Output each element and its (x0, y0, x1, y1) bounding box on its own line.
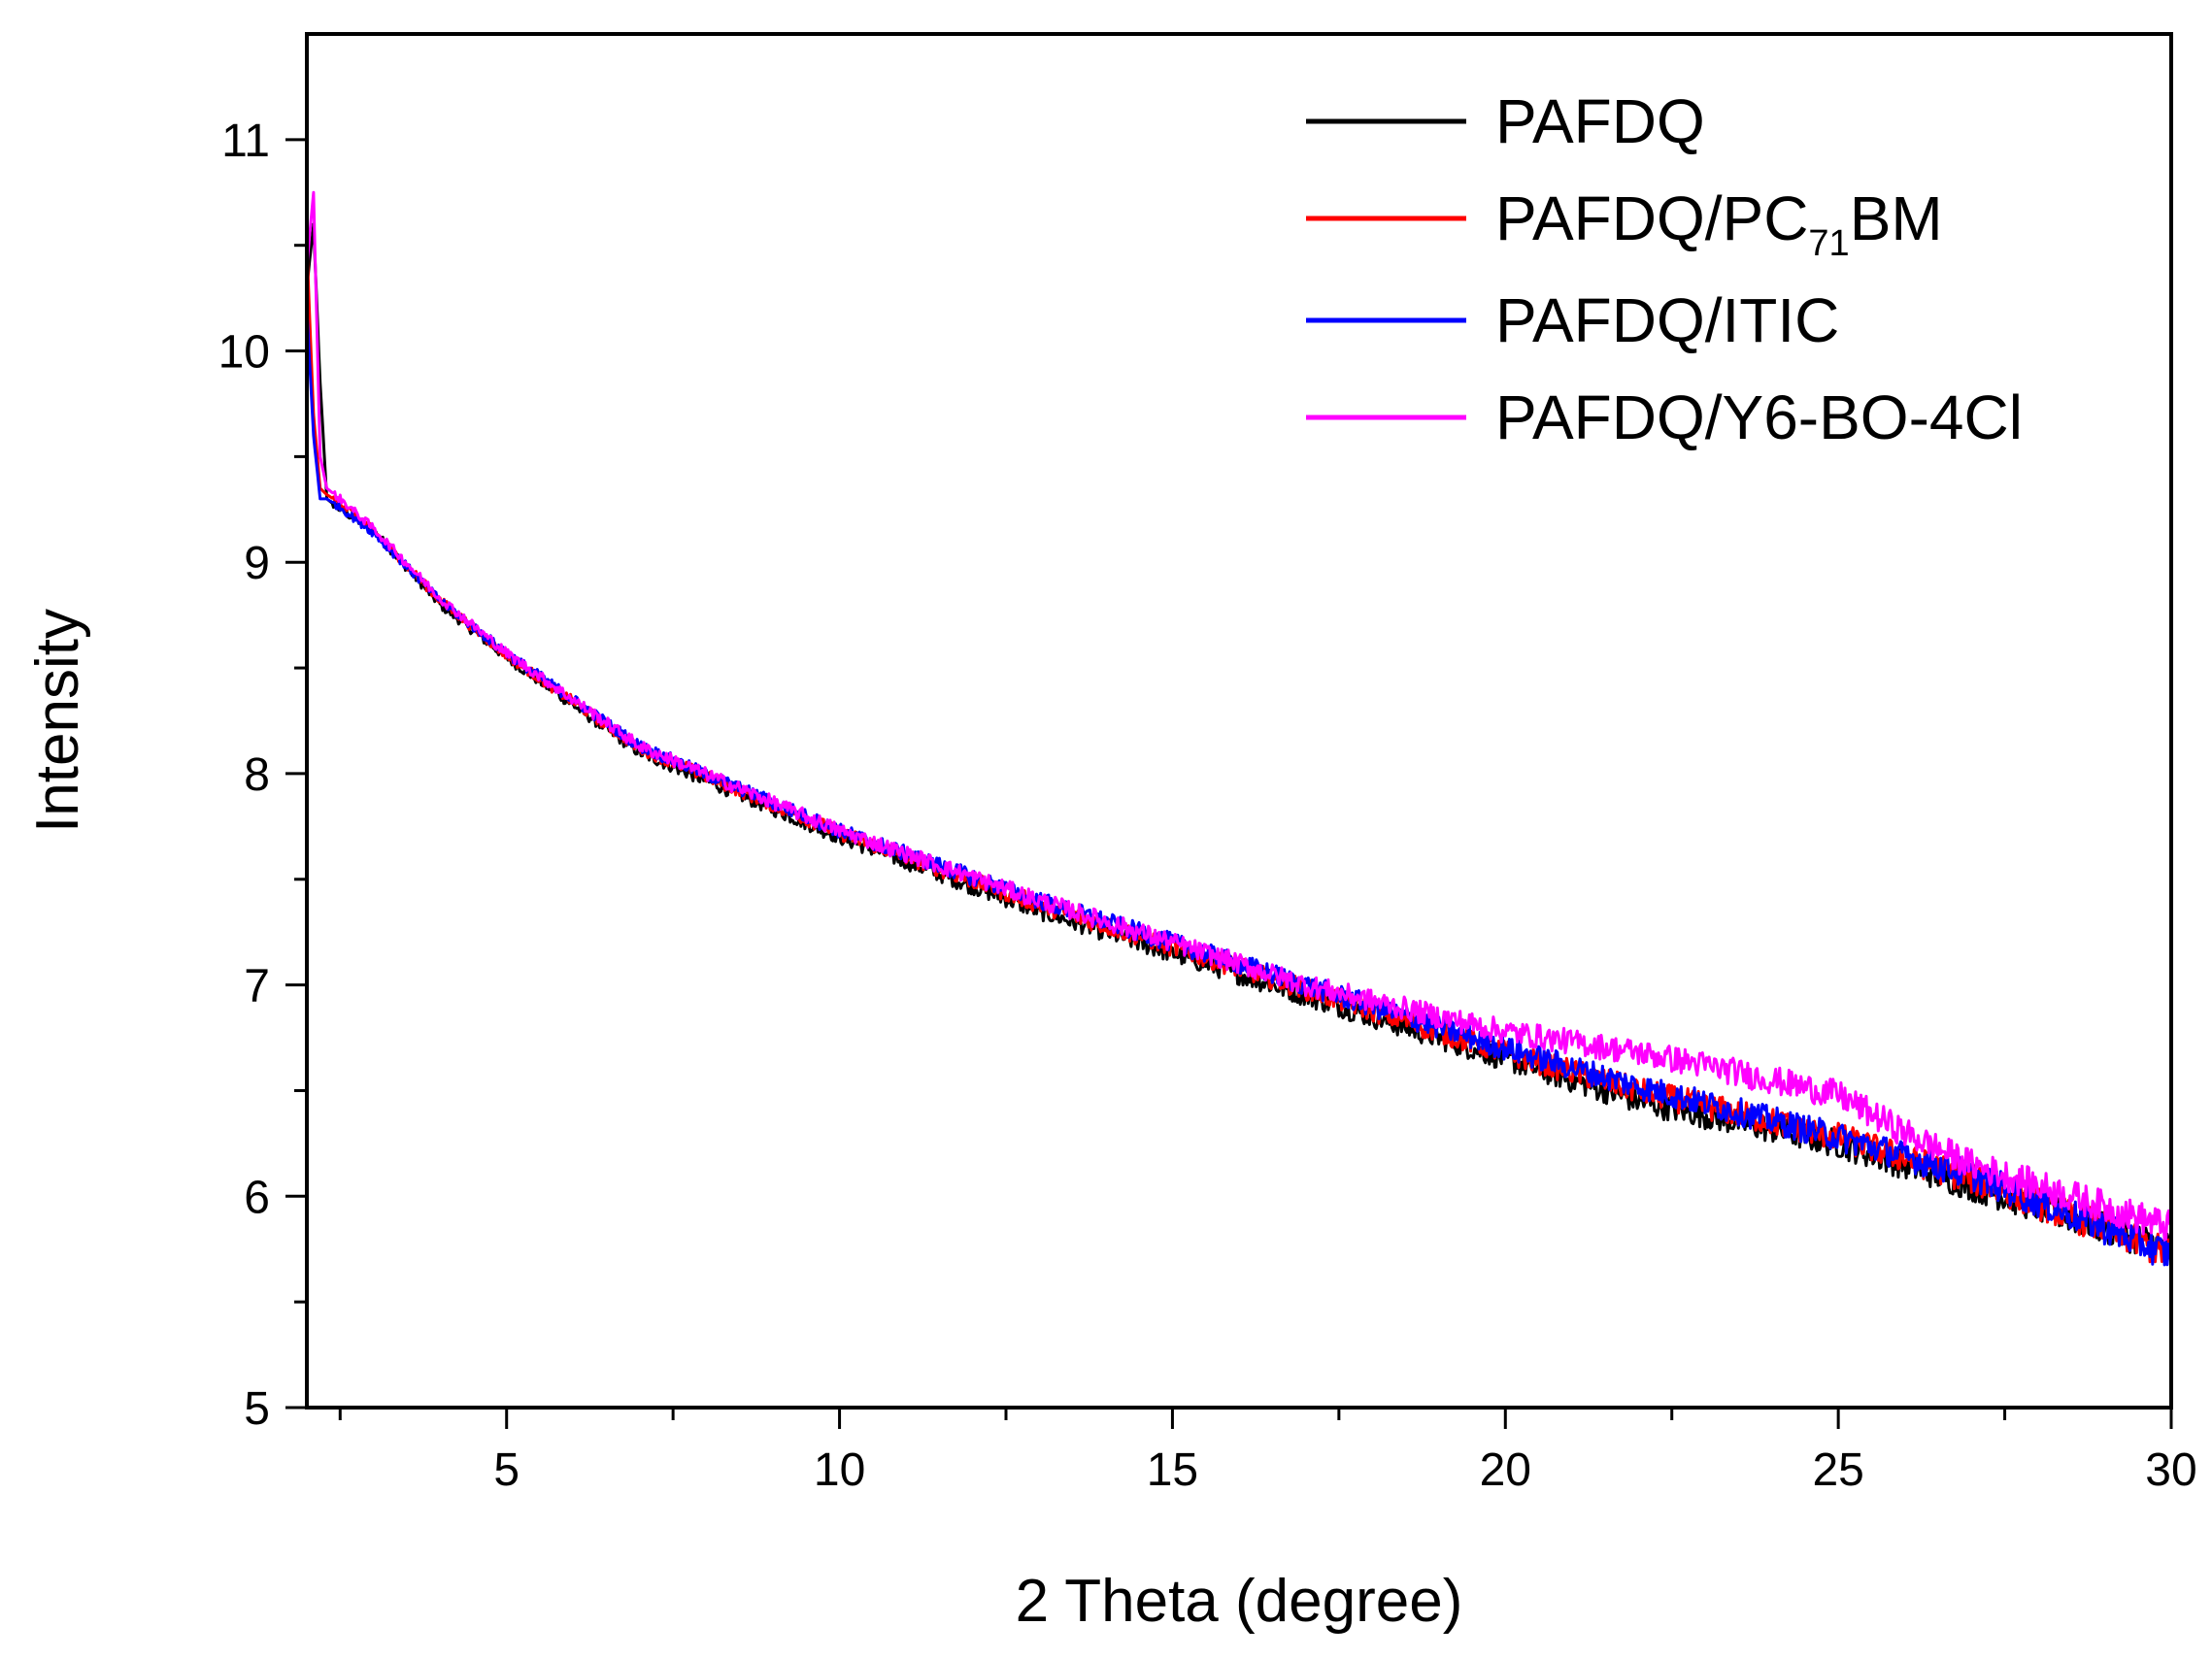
plot-frame (305, 32, 2173, 1410)
y-axis: 5 6 7 8 9 10 11 (218, 116, 307, 1435)
series-line-0 (305, 222, 2172, 1262)
x-tick-label: 20 (1480, 1444, 1531, 1496)
legend-label: PAFDQ (1495, 86, 1705, 156)
y-tick-label: 10 (218, 327, 270, 379)
y-tick-label: 9 (244, 538, 270, 589)
legend-label: PAFDQ/ITIC (1495, 285, 1839, 355)
x-axis: 5 10 15 20 25 30 (338, 1408, 2197, 1496)
series-line-3 (305, 190, 2173, 1242)
y-tick-label: 6 (244, 1172, 270, 1223)
y-tick-label: 7 (244, 961, 270, 1012)
x-axis-title: 2 Theta (degree) (1016, 1568, 1463, 1635)
y-tick-label: 11 (221, 116, 270, 167)
x-tick-label: 10 (814, 1444, 865, 1496)
y-axis-title: Intensity (24, 609, 91, 833)
legend: PAFDQ PAFDQ/PC71BM PAFDQ/ITIC PAFDQ/Y6-BO-4… (1306, 86, 2023, 452)
legend-label: PAFDQ/Y6-BO-4Cl (1495, 382, 2023, 452)
y-tick-label: 8 (244, 749, 270, 801)
x-tick-label: 5 (493, 1444, 519, 1496)
series-layer (305, 190, 2173, 1267)
x-tick-label: 30 (2145, 1444, 2196, 1496)
x-tick-label: 15 (1147, 1444, 1198, 1496)
x-tick-label: 25 (1812, 1444, 1863, 1496)
y-tick-label: 5 (244, 1383, 270, 1435)
legend-label: PAFDQ/PC71BM (1495, 183, 1943, 264)
